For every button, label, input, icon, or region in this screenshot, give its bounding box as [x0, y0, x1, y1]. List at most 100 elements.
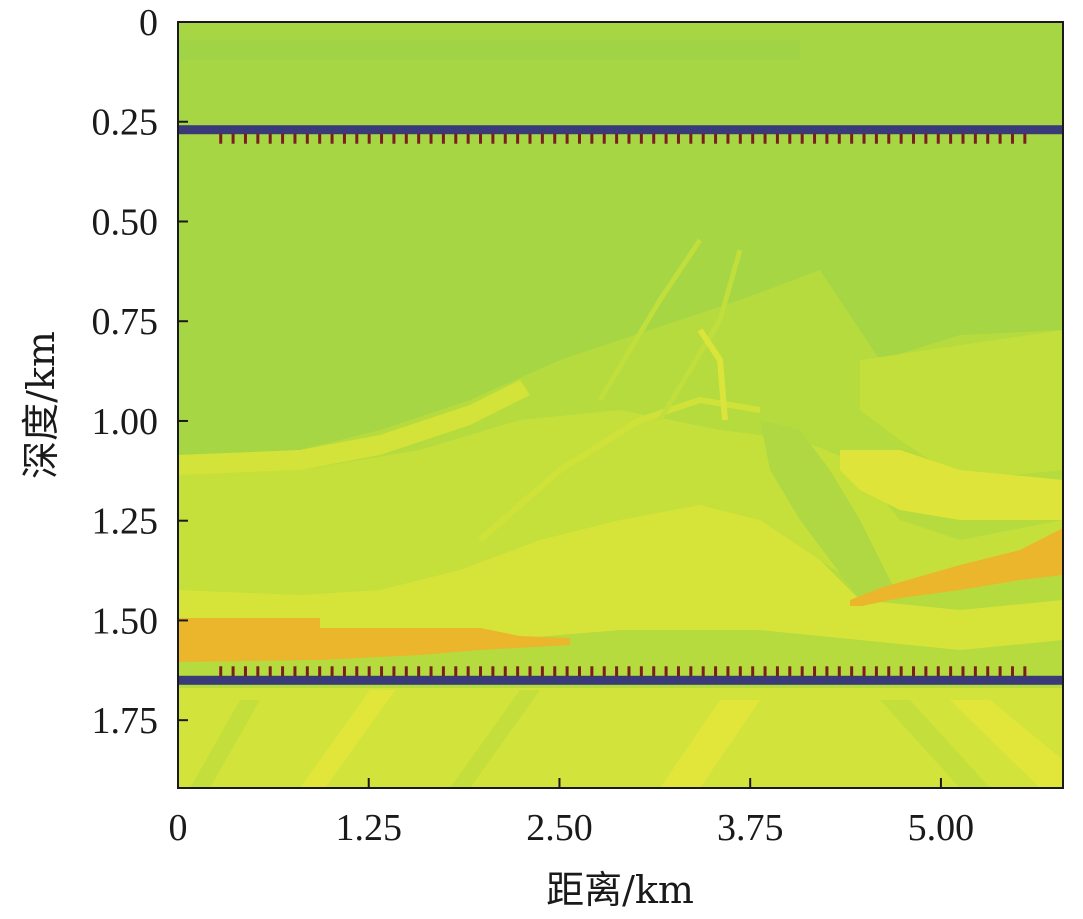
y-tick-label: 0.25 [92, 102, 159, 144]
receiver-tick [479, 133, 483, 144]
diagonal-streak-4 [697, 328, 728, 421]
receiver-tick [318, 666, 322, 677]
diagonal-streak-2 [597, 238, 703, 402]
receiver-tick [330, 666, 334, 677]
receiver-tick [738, 133, 742, 144]
region-upper-band [178, 40, 800, 60]
receiver-tick [503, 666, 507, 677]
receiver-tick [751, 133, 755, 144]
receiver-tick [491, 133, 495, 144]
receiver-tick [837, 133, 841, 144]
receiver-tick [813, 133, 817, 144]
receiver-tick [639, 133, 643, 144]
receiver-tick [553, 133, 557, 144]
receiver-tick [652, 133, 656, 144]
band-yellow-right [840, 450, 1063, 520]
receiver-tick [788, 133, 792, 144]
receiver-tick [293, 133, 297, 144]
band-orange-left [178, 618, 570, 662]
bottom-stripe-5 [880, 700, 990, 788]
receiver-tick [503, 133, 507, 144]
receiver-tick [775, 666, 779, 677]
receiver-tick [800, 666, 804, 677]
receiver-tick [367, 133, 371, 144]
receiver-tick [689, 666, 693, 677]
region-lower-yellow [178, 505, 1063, 655]
receiver-tick [998, 666, 1002, 677]
receiver-tick [491, 666, 495, 677]
receiver-tick [1023, 666, 1027, 677]
receiver-tick [243, 133, 247, 144]
receiver-tick [577, 133, 581, 144]
x-tick-label: 0 [169, 807, 188, 849]
receiver-tick [862, 133, 866, 144]
receiver-tick [615, 666, 619, 677]
receiver-tick [1010, 666, 1014, 677]
receiver-tick [714, 133, 718, 144]
receiver-tick [899, 666, 903, 677]
receiver-tick [1010, 133, 1014, 144]
receiver-tick [417, 133, 421, 144]
receiver-tick [528, 133, 532, 144]
bottom-stripe-3 [450, 690, 540, 788]
receiver-tick [615, 133, 619, 144]
y-tick-label: 0.75 [92, 301, 159, 343]
receiver-tick [763, 133, 767, 144]
receiver-tick [342, 133, 346, 144]
receiver-tick [701, 133, 705, 144]
x-axis-ticks: 0 1.25 2.50 3.75 5.00 [169, 778, 975, 849]
receiver-tick [479, 666, 483, 677]
y-tick-label: 1.75 [92, 700, 159, 742]
receiver-tick [231, 133, 235, 144]
receiver-tick [553, 666, 557, 677]
receiver-tick [380, 133, 384, 144]
receiver-tick [602, 666, 606, 677]
receiver-tick [380, 666, 384, 677]
receiver-tick [318, 133, 322, 144]
receiver-tick [664, 666, 668, 677]
receiver-lines [178, 125, 1063, 685]
receiver-tick [516, 133, 520, 144]
receiver-tick [850, 666, 854, 677]
bottom-stripe-1 [190, 700, 260, 788]
receiver-tick [305, 133, 309, 144]
receiver-tick [936, 133, 940, 144]
receiver-tick [899, 133, 903, 144]
receiver-tick [342, 666, 346, 677]
receiver-tick [652, 666, 656, 677]
receiver-tick [429, 133, 433, 144]
heatmap-field [178, 22, 1063, 788]
band-orange-right [850, 528, 1063, 606]
bottom-stripe-4 [660, 700, 760, 788]
receiver-tick [454, 666, 458, 677]
receiver-tick [714, 666, 718, 677]
receiver-tick [639, 666, 643, 677]
receiver-tick [973, 666, 977, 677]
x-tick-label: 1.25 [335, 807, 402, 849]
diagonal-streak-1 [478, 396, 761, 543]
receiver-tick [813, 666, 817, 677]
y-axis-title: 深度/km [19, 331, 63, 479]
receiver-tick [565, 133, 569, 144]
receiver-tick [466, 666, 470, 677]
region-right-yellowgreen [860, 330, 1063, 480]
y-tick-label: 1.50 [92, 600, 159, 642]
band-yellow-upper-left [178, 380, 530, 475]
receiver-tick [281, 666, 285, 677]
receiver-tick [676, 133, 680, 144]
x-tick-label: 5.00 [908, 807, 975, 849]
receiver-tick [590, 666, 594, 677]
receiver-tick [577, 666, 581, 677]
receiver-tick [973, 133, 977, 144]
receiver-tick [404, 666, 408, 677]
receiver-tick [417, 666, 421, 677]
receiver-tick [998, 133, 1002, 144]
receiver-tick [590, 133, 594, 144]
receiver-line [178, 125, 1063, 135]
receiver-tick [726, 133, 730, 144]
receiver-tick [392, 666, 396, 677]
receiver-tick [887, 666, 891, 677]
receiver-tick [874, 666, 878, 677]
receiver-tick [676, 666, 680, 677]
